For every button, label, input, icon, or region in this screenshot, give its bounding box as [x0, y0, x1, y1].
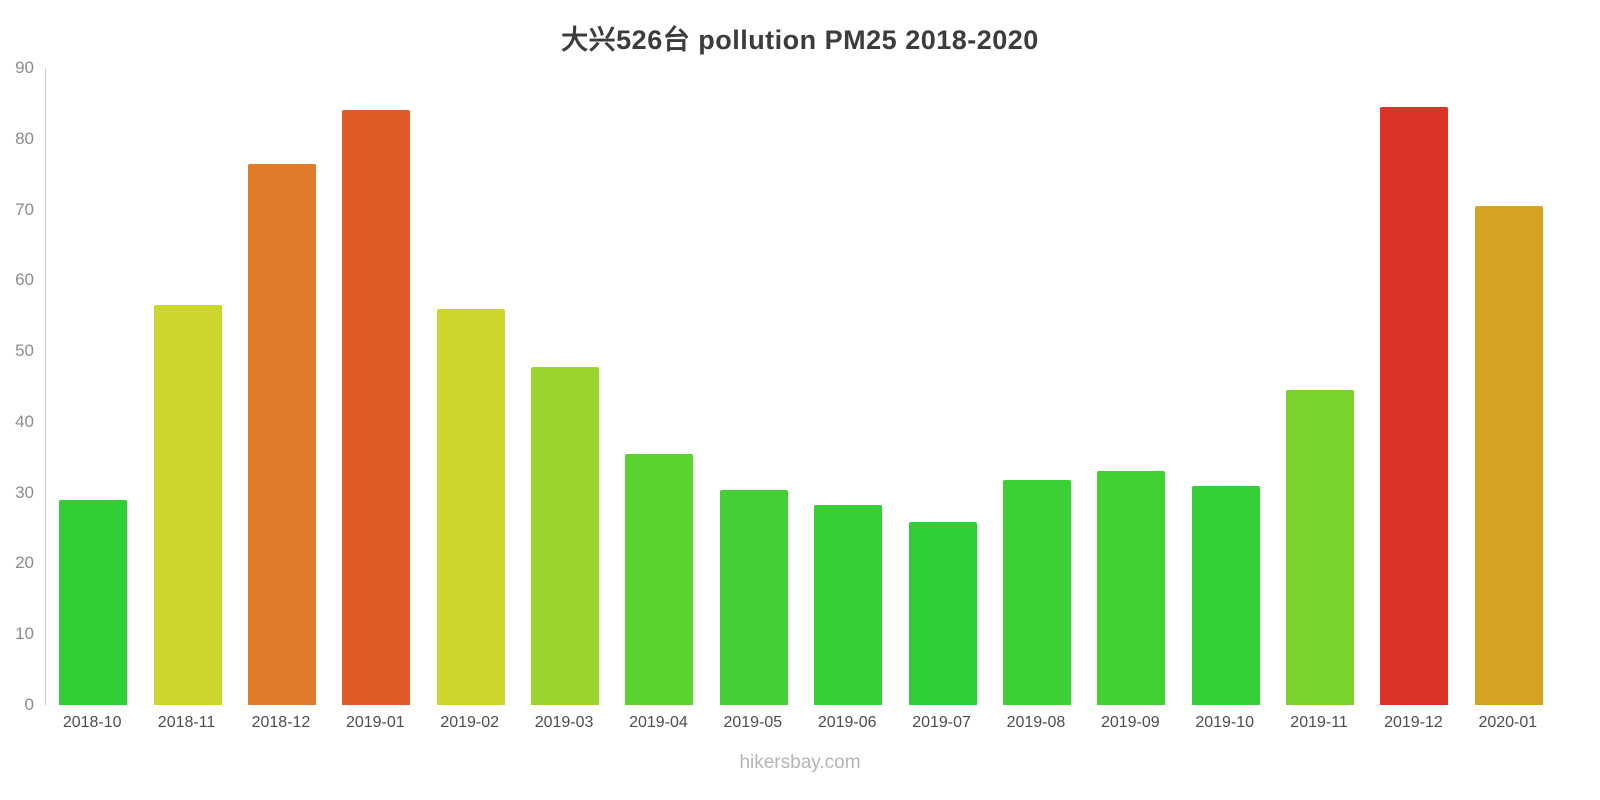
x-axis-label: 2019-09 — [1100, 714, 1160, 731]
y-axis-tick-label: 20 — [15, 553, 34, 573]
y-axis: 0 10 20 30 40 50 60 70 80 90 — [0, 0, 38, 800]
x-axis-label: 2018-11 — [157, 714, 216, 731]
y-axis-tick-label: 30 — [15, 482, 34, 502]
x-axis-label: 2018-10 — [62, 714, 122, 731]
x-axis-label: 2019-02 — [440, 714, 500, 731]
bar-2020-01 — [1474, 206, 1543, 705]
y-axis-tick-label: 90 — [15, 58, 34, 77]
x-axis-label: 2019-10 — [1195, 714, 1255, 731]
bar-2019-02 — [436, 308, 505, 705]
bar-2018-12 — [247, 163, 316, 705]
x-axis-label: 2019-01 — [345, 714, 405, 731]
x-axis: 2018-10 2018-11 2018-12 2019-01 2019-02 2019-… — [45, 714, 1555, 744]
y-axis-tick-label: 80 — [15, 128, 34, 148]
y-axis-tick-label: 70 — [15, 199, 34, 219]
bar-2019-03 — [531, 367, 600, 705]
x-axis-label: 2019-11 — [1290, 714, 1348, 731]
y-axis-tick-label: 0 — [24, 695, 34, 714]
y-axis-tick-label: 60 — [15, 270, 34, 290]
x-axis-label: 2019-04 — [629, 714, 688, 731]
x-axis-label: 2019-08 — [1006, 714, 1066, 731]
bar-2018-10 — [59, 499, 128, 705]
y-axis-tick-label: 50 — [15, 341, 34, 361]
bar-2019-12 — [1380, 106, 1449, 705]
source-watermark: hikersbay.com — [739, 752, 861, 773]
bar-2019-11 — [1286, 390, 1355, 705]
x-axis-label: 2018-12 — [251, 714, 311, 731]
bar-2019-07 — [908, 522, 977, 705]
bar-2019-09 — [1097, 471, 1166, 705]
bar-2019-10 — [1191, 485, 1260, 705]
bar-2019-08 — [1002, 479, 1071, 705]
chart-title: 大兴526台 pollution PM25 2018-2020 — [561, 25, 1039, 55]
x-axis-label: 2019-06 — [817, 714, 877, 731]
x-axis-label: 2019-05 — [723, 714, 783, 731]
bar-2019-06 — [814, 504, 883, 705]
bar-2018-11 — [153, 305, 222, 705]
bar-2019-05 — [719, 489, 788, 705]
y-axis-tick-label: 10 — [15, 624, 34, 644]
y-axis-tick-label: 40 — [15, 411, 34, 431]
x-axis-label: 2019-12 — [1384, 714, 1443, 731]
plot-area — [45, 68, 1556, 705]
x-axis-label: 2019-07 — [912, 714, 971, 731]
x-axis-label: 2019-03 — [534, 714, 594, 731]
bar-2019-01 — [342, 110, 411, 705]
x-axis-label: 2020-01 — [1478, 714, 1538, 731]
bar-2019-04 — [625, 454, 694, 705]
